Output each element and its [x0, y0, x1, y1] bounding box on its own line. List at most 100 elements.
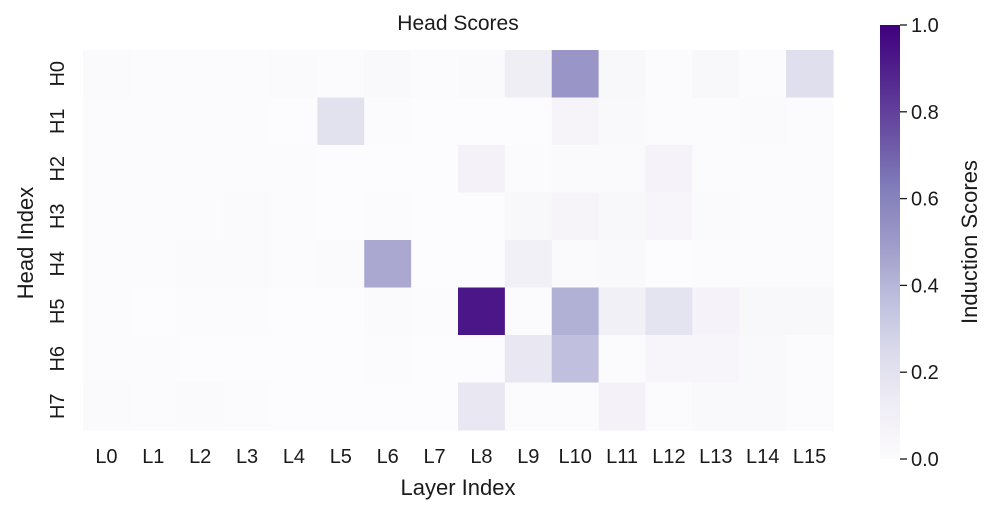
heatmap-cell	[223, 50, 272, 99]
heatmap-cell	[364, 50, 412, 99]
colorbar-ticks: 0.0 0.2 0.4 0.6 0.8 1.0	[900, 15, 939, 471]
heatmap-cell	[645, 240, 693, 289]
heatmap-cell	[83, 287, 131, 336]
heatmap-cell	[176, 335, 225, 384]
x-tick-label: L7	[423, 446, 445, 468]
heatmap-cell	[176, 97, 225, 146]
x-tick-labels: L0 L1 L2 L3 L4 L5 L6 L7 L8 L9 L10 L11 L12 L13 L14 L15	[95, 446, 826, 468]
y-tick-label: H2	[47, 156, 69, 182]
heatmap-cell	[458, 50, 506, 99]
heatmap-cell	[504, 145, 553, 194]
heatmap-cell	[129, 97, 178, 146]
heatmap-cell	[739, 192, 787, 241]
heatmap-cell	[645, 287, 693, 336]
heatmap-cell	[176, 287, 225, 336]
heatmap-cell	[83, 192, 131, 241]
heatmap-cell	[786, 50, 834, 99]
x-tick-label: L1	[142, 446, 164, 468]
heatmap-cell	[317, 97, 365, 146]
heatmap-cell	[739, 382, 787, 431]
heatmap-cell	[129, 240, 178, 289]
heatmap-cell	[458, 192, 506, 241]
heatmap-cell	[364, 335, 412, 384]
heatmap-cell	[692, 50, 740, 99]
heatmap-cell	[786, 240, 834, 289]
heatmap-cell	[270, 335, 318, 384]
heatmap-cell	[504, 97, 553, 146]
heatmap-cells	[83, 50, 834, 431]
heatmap-cell	[645, 192, 693, 241]
heatmap-cell	[270, 382, 318, 431]
heatmap-cell	[739, 97, 787, 146]
heatmap-cell	[692, 335, 740, 384]
heatmap-cell	[598, 192, 647, 241]
colorbar	[880, 25, 900, 459]
heatmap-cell	[645, 382, 693, 431]
heatmap-cell	[645, 335, 693, 384]
heatmap-cell	[739, 50, 787, 99]
heatmap-cell	[176, 192, 225, 241]
heatmap-cell	[551, 335, 600, 384]
heatmap-cell	[458, 145, 506, 194]
heatmap-cell	[504, 192, 553, 241]
heatmap-cell	[598, 240, 647, 289]
heatmap-cell	[504, 382, 553, 431]
heatmap-cell	[551, 240, 600, 289]
heatmap-cell	[411, 287, 459, 336]
heatmap-cell	[692, 287, 740, 336]
heatmap-cell	[83, 50, 131, 99]
heatmap-cell	[504, 240, 553, 289]
heatmap-cell	[411, 192, 459, 241]
heatmap-cell	[411, 382, 459, 431]
colorbar-tick-label: 0.0	[911, 449, 939, 471]
heatmap-cell	[598, 335, 647, 384]
x-tick-label: L15	[793, 446, 826, 468]
heatmap-cell	[692, 97, 740, 146]
heatmap-cell	[270, 50, 318, 99]
heatmap-cell	[270, 97, 318, 146]
heatmap-cell	[786, 192, 834, 241]
heatmap-cell	[551, 382, 600, 431]
heatmap-cell	[270, 145, 318, 194]
x-tick-label: L13	[699, 446, 732, 468]
x-tick-label: L14	[746, 446, 779, 468]
heatmap-cell	[504, 335, 553, 384]
heatmap-cell	[645, 145, 693, 194]
x-tick-label: L0	[95, 446, 117, 468]
heatmap-cell	[504, 50, 553, 99]
y-tick-label: H0	[47, 61, 69, 87]
heatmap-cell	[83, 145, 131, 194]
heatmap-cell	[551, 145, 600, 194]
heatmap-cell	[83, 97, 131, 146]
y-tick-label: H3	[47, 203, 69, 229]
heatmap-cell	[739, 240, 787, 289]
x-tick-label: L3	[236, 446, 258, 468]
heatmap-cell	[83, 240, 131, 289]
heatmap-cell	[598, 145, 647, 194]
heatmap-cell	[270, 192, 318, 241]
heatmap-cell	[270, 287, 318, 336]
colorbar-label: Induction Scores	[957, 160, 982, 324]
heatmap-cell	[458, 97, 506, 146]
heatmap-cell	[458, 287, 506, 336]
heatmap-cell	[411, 97, 459, 146]
heatmap-cell	[129, 50, 178, 99]
y-tick-label: H1	[47, 108, 69, 134]
heatmap-cell	[364, 145, 412, 194]
y-tick-label: H4	[47, 251, 69, 277]
heatmap-cell	[786, 382, 834, 431]
x-tick-label: L10	[559, 446, 592, 468]
heatmap-cell	[317, 192, 365, 241]
heatmap-cell	[83, 382, 131, 431]
heatmap-cell	[598, 97, 647, 146]
heatmap-cell	[317, 382, 365, 431]
colorbar-tick-label: 0.4	[911, 275, 939, 297]
heatmap-cell	[129, 145, 178, 194]
heatmap-cell	[364, 192, 412, 241]
heatmap-cell	[551, 287, 600, 336]
heatmap-cell	[411, 50, 459, 99]
heatmap-cell	[739, 287, 787, 336]
y-tick-label: H7	[47, 393, 69, 419]
heatmap-cell	[786, 145, 834, 194]
heatmap-cell	[411, 335, 459, 384]
